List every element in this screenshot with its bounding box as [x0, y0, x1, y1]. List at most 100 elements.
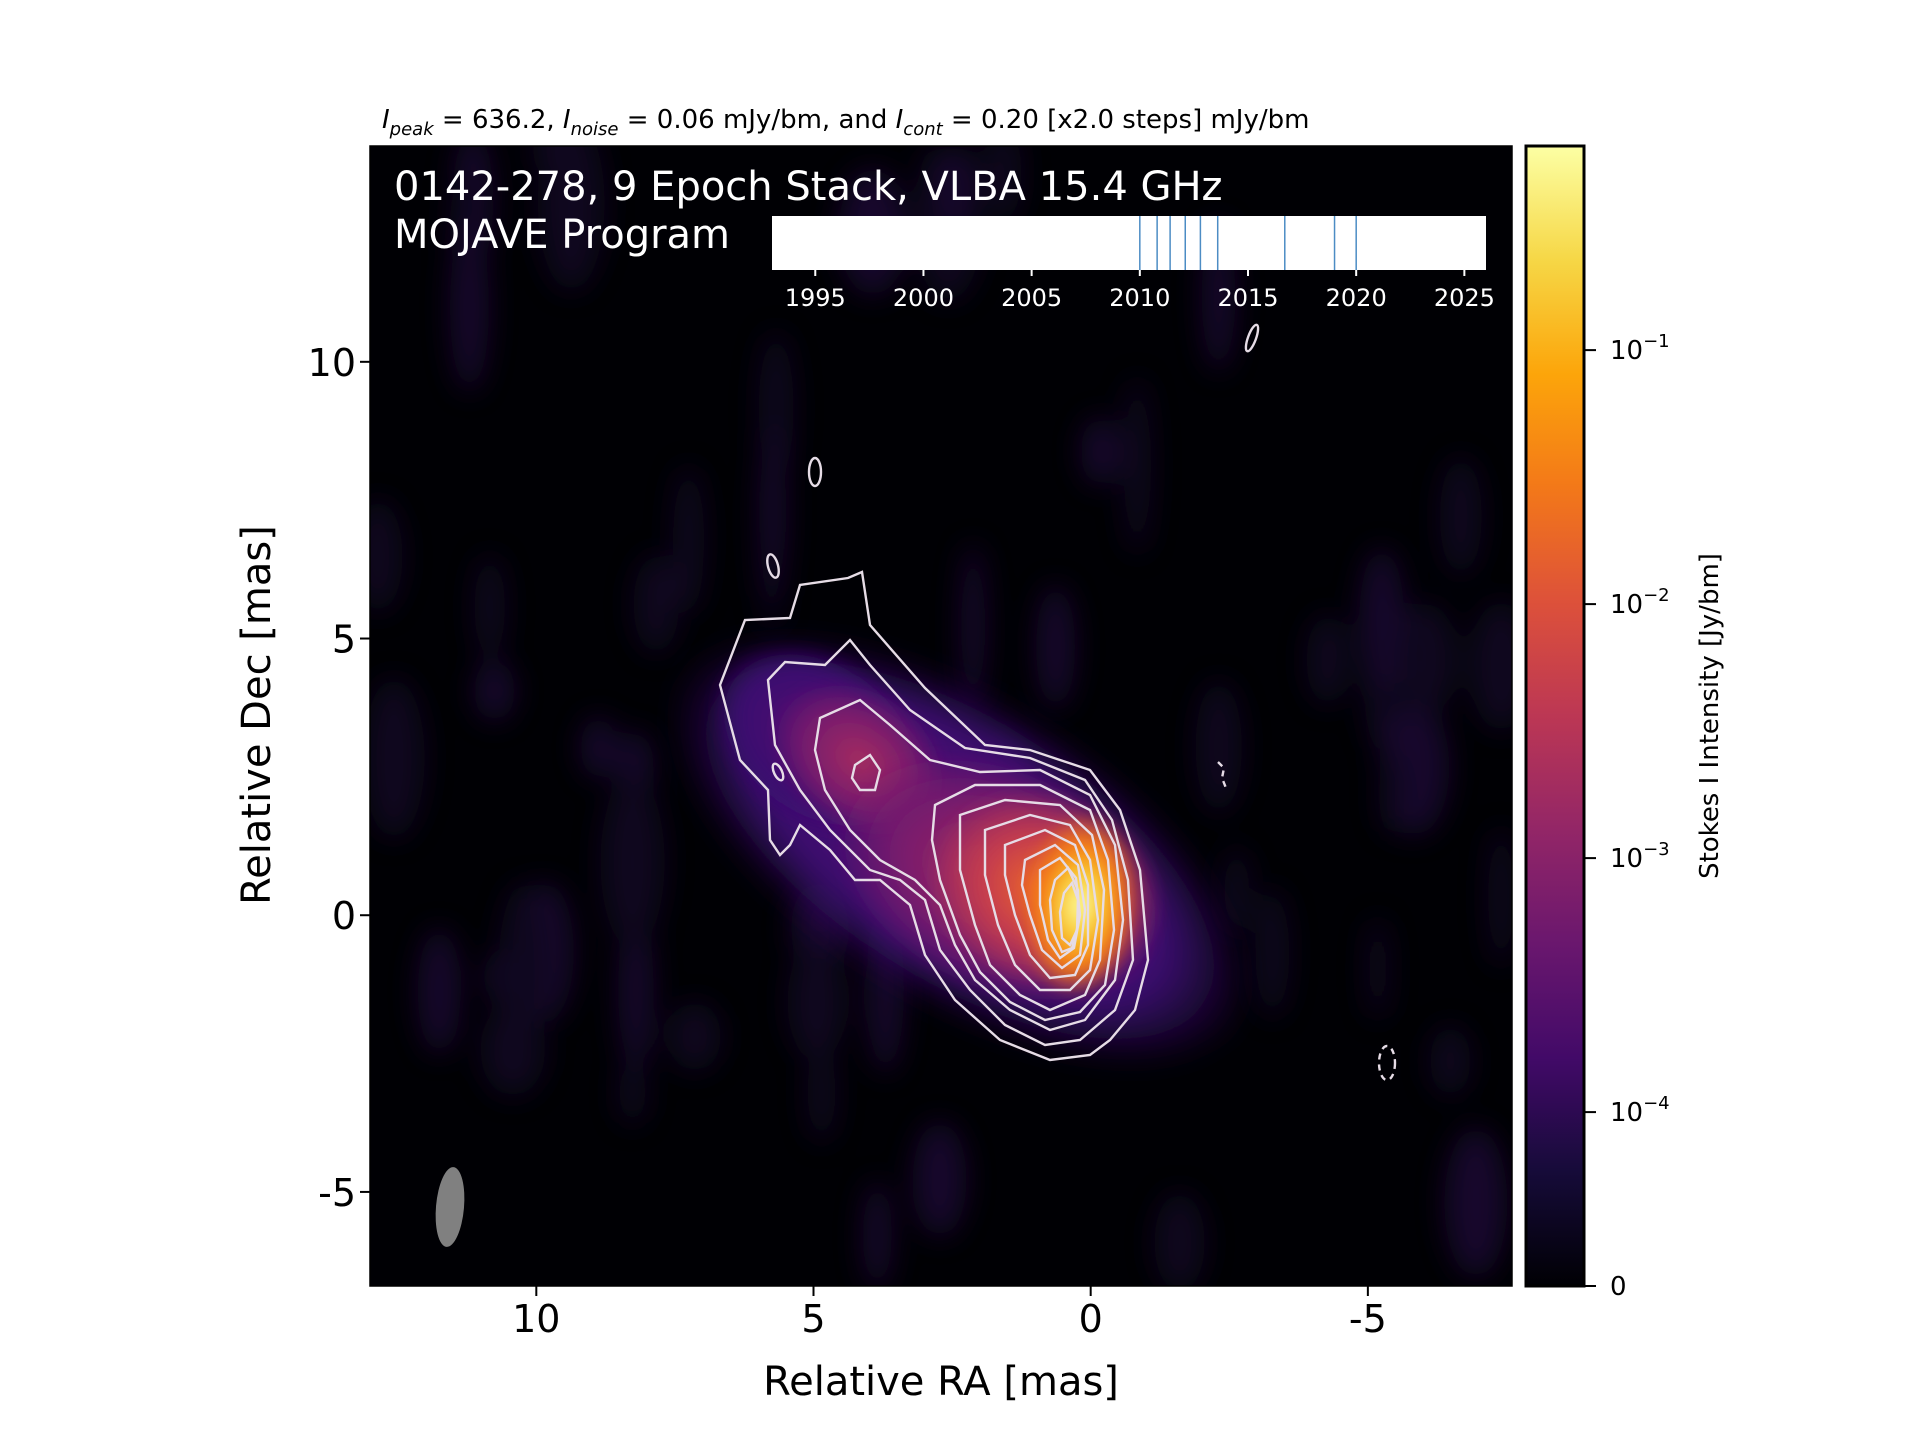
noise-patch	[1378, 754, 1404, 834]
noise-patch	[1195, 680, 1242, 814]
noise-patch	[1123, 377, 1152, 556]
isolated-contour-2	[1244, 323, 1260, 353]
timeline-tick-label: 2000	[893, 284, 954, 312]
noise-patch	[668, 1002, 722, 1072]
noise-patch	[450, 221, 489, 393]
noise-patch	[417, 928, 461, 1055]
timeline-tick-label: 2015	[1217, 284, 1278, 312]
noise-patch	[672, 465, 705, 614]
contour-level-12	[1058, 880, 1080, 947]
timeline-tick-label: 2005	[1001, 284, 1062, 312]
contour-level-1	[718, 570, 1150, 1062]
isolated-contour-1	[807, 456, 823, 488]
colorbar-tick-label: 10−3	[1610, 839, 1670, 874]
contour-level-2	[766, 638, 1135, 1047]
noise-patch	[370, 499, 403, 613]
contour-level-6	[958, 798, 1106, 1012]
isolated-contour-3	[766, 553, 780, 579]
noise-patch	[370, 677, 425, 839]
noise-patch	[912, 1121, 967, 1237]
noise-patch	[1469, 600, 1512, 732]
noise-patch	[580, 716, 617, 779]
title-line-1: 0142-278, 9 Epoch Stack, VLBA 15.4 GHz	[394, 164, 1223, 210]
noise-patch	[787, 941, 847, 1062]
noise-patch	[862, 1180, 893, 1286]
noise-subscript: noise	[571, 119, 619, 140]
contour-level-4	[850, 753, 882, 792]
noise-patch	[1255, 887, 1290, 1018]
noise-patch	[537, 146, 605, 292]
timeline-tick-label: 2010	[1109, 284, 1170, 312]
colorbar-label: Stokes I Intensity [Jy/bm]	[1695, 553, 1725, 879]
cont-subscript: cont	[903, 119, 943, 140]
noise-patch	[618, 1060, 647, 1126]
y-axis-label: Relative Dec [mas]	[234, 525, 280, 905]
plot-frame	[369, 145, 1513, 1287]
noise-patch	[937, 146, 978, 228]
noise-patch	[807, 1041, 837, 1144]
noise-patch	[1439, 456, 1482, 577]
timeline-tick-label: 1995	[785, 284, 846, 312]
noise-value: = 0.06 mJy/bm, and	[618, 105, 895, 135]
timeline-tick-label: 2020	[1326, 284, 1387, 312]
timeline-epochs	[1139, 216, 1357, 270]
noise-patch	[633, 554, 679, 655]
beam-ellipse	[435, 1167, 465, 1247]
x-tick-label: 10	[512, 1297, 560, 1341]
noise-patch	[1487, 826, 1512, 968]
noise-patch	[1036, 584, 1076, 710]
x-tick-label: 0	[1079, 1297, 1103, 1341]
noise-patch	[474, 660, 515, 722]
noise-patch	[985, 146, 1022, 225]
noise-patch	[1430, 1025, 1471, 1097]
contour-level-11	[1048, 865, 1080, 954]
noise-patch	[1366, 916, 1390, 1022]
y-axis: 10 5 0 -5	[308, 341, 370, 1215]
negative-contour-1	[1377, 1044, 1397, 1082]
peak-subscript: peak	[389, 119, 436, 140]
x-tick-label: 5	[801, 1297, 825, 1341]
noise-patch	[1154, 1192, 1205, 1286]
timeline-ticks: 1995 2000 2005 2010 2015 2020 2025	[785, 270, 1495, 312]
peak-symbol: I	[382, 105, 390, 135]
timeline-tick-label: 2025	[1434, 284, 1495, 312]
x-axis-label: Relative RA [mas]	[763, 1359, 1119, 1405]
noise-patch	[1306, 613, 1349, 706]
colorbar-tick-label: 10−4	[1610, 1093, 1670, 1128]
x-axis: 10 5 0 -5	[512, 1286, 1387, 1341]
noise-patch	[1394, 602, 1458, 716]
title-line-2: MOJAVE Program	[394, 212, 730, 258]
noise-patch	[1444, 1127, 1508, 1278]
contour-level-9	[1020, 843, 1087, 970]
x-tick-label: -5	[1349, 1297, 1387, 1341]
colorbar-gradient	[1524, 144, 1586, 1288]
contour-level-10	[1038, 856, 1082, 960]
plot-area: 0142-278, 9 Epoch Stack, VLBA 15.4 GHz M…	[370, 146, 1512, 1286]
cont-symbol: I	[896, 105, 904, 135]
colorbar-tick-label: 0	[1610, 1272, 1627, 1302]
intensity-summary: Ipeak = 636.2, Inoise = 0.06 mJy/bm, and…	[382, 105, 1309, 140]
colorbar-tick-label: 10−1	[1610, 331, 1670, 366]
colorbar-tick-label: 10−2	[1610, 585, 1670, 620]
noise-patch	[758, 426, 787, 598]
y-tick-label: 5	[332, 618, 356, 662]
timeline-box	[772, 216, 1486, 270]
contour-level-8	[1003, 828, 1090, 980]
y-tick-label: 10	[308, 341, 356, 385]
y-tick-label: 0	[332, 894, 356, 938]
noise-layer	[370, 146, 1512, 1286]
epoch-timeline: 1995 2000 2005 2010 2015 2020 2025	[772, 216, 1495, 312]
noise-patch	[960, 542, 987, 711]
noise-symbol: I	[563, 105, 571, 135]
y-tick-label: -5	[318, 1171, 356, 1215]
colorbar: 10−1 10−2 10−3 10−4 0 Stokes I Intensity [Jy…	[1524, 144, 1725, 1302]
noise-patch	[1080, 416, 1119, 487]
isolated-contour-4	[771, 762, 785, 782]
colorbar-ticks: 10−1 10−2 10−3 10−4 0	[1584, 331, 1670, 1302]
contour-level-7	[983, 813, 1100, 992]
noise-patch	[532, 146, 584, 183]
noise-patch	[1359, 547, 1405, 693]
contour-level-3	[813, 698, 1125, 1032]
peak-value: = 636.2,	[434, 105, 563, 135]
contour-level-5	[930, 783, 1116, 1022]
